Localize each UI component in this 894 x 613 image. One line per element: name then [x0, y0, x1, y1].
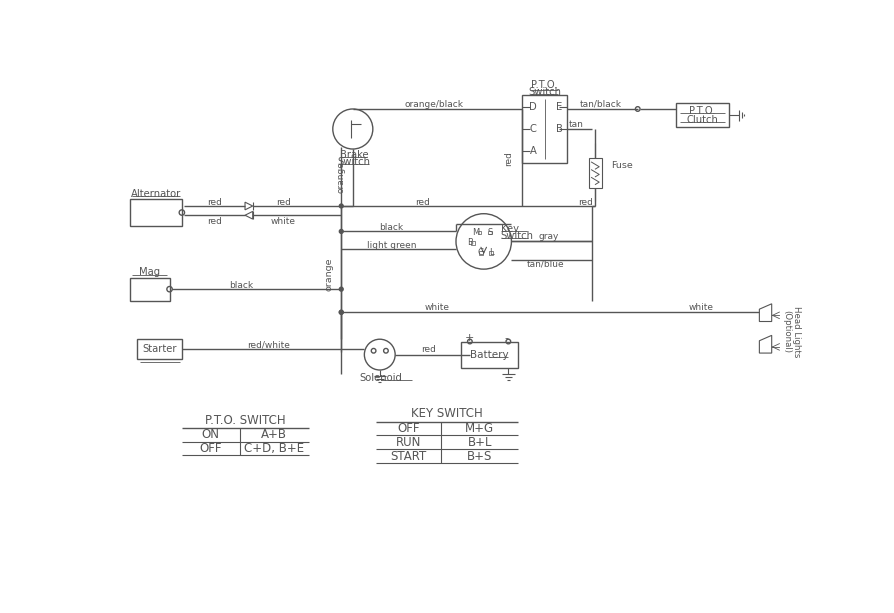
Text: OFF: OFF	[199, 442, 222, 455]
Text: -: -	[503, 333, 508, 343]
Circle shape	[339, 310, 342, 314]
Text: B: B	[467, 238, 472, 248]
Text: orange/black: orange/black	[404, 100, 463, 109]
Text: orange: orange	[325, 257, 333, 291]
Text: red: red	[420, 346, 435, 354]
Text: black: black	[379, 223, 403, 232]
Text: S: S	[486, 227, 492, 237]
Text: red: red	[414, 197, 429, 207]
Text: D: D	[528, 102, 536, 112]
Text: OFF: OFF	[397, 422, 419, 435]
Bar	[477, 230, 481, 235]
Text: P.T.O. SWITCH: P.T.O. SWITCH	[205, 414, 285, 427]
Bar	[676, 103, 728, 128]
Circle shape	[339, 287, 342, 291]
Bar	[130, 199, 181, 226]
Text: L: L	[488, 248, 493, 257]
Text: gray: gray	[538, 232, 559, 242]
Text: red: red	[207, 197, 222, 207]
Bar	[478, 251, 483, 254]
Text: white: white	[687, 303, 713, 312]
Text: B: B	[555, 124, 562, 134]
Text: Solenoid: Solenoid	[359, 373, 402, 383]
Text: red: red	[207, 217, 222, 226]
Text: ON: ON	[201, 428, 220, 441]
Text: Clutch: Clutch	[686, 115, 718, 125]
Text: P.T.O.: P.T.O.	[688, 105, 715, 115]
Circle shape	[339, 310, 342, 314]
Bar	[521, 95, 566, 163]
Text: C+D, B+E: C+D, B+E	[244, 442, 304, 455]
Text: M: M	[472, 227, 479, 237]
Text: P.T.O.: P.T.O.	[531, 80, 557, 90]
Text: Head Lights
(Optional): Head Lights (Optional)	[781, 306, 800, 357]
Text: Key: Key	[500, 224, 519, 234]
Text: Starter: Starter	[142, 345, 177, 354]
Text: tan/black: tan/black	[579, 100, 621, 109]
Bar	[130, 278, 169, 301]
Bar	[137, 339, 181, 359]
Text: red: red	[578, 197, 592, 207]
Text: M+G: M+G	[465, 422, 493, 435]
Text: E: E	[555, 102, 561, 112]
Text: Brake: Brake	[340, 150, 368, 160]
Text: KEY SWITCH: KEY SWITCH	[411, 408, 483, 421]
Text: Alternator: Alternator	[131, 189, 181, 199]
Bar	[460, 341, 517, 368]
Text: Switch: Switch	[500, 231, 533, 241]
Text: orange: orange	[336, 162, 345, 194]
Text: white: white	[271, 217, 296, 226]
Text: A+B: A+B	[261, 428, 287, 441]
Bar	[488, 251, 493, 254]
Text: red/white: red/white	[247, 340, 290, 349]
Text: Fuse: Fuse	[610, 161, 632, 170]
Circle shape	[339, 204, 342, 208]
Text: G: G	[477, 248, 484, 257]
Text: tan: tan	[568, 120, 583, 129]
Text: RUN: RUN	[395, 436, 421, 449]
Text: tan/blue: tan/blue	[526, 259, 563, 268]
Text: START: START	[390, 450, 426, 463]
Text: Battery: Battery	[469, 349, 508, 360]
Text: red: red	[503, 151, 512, 166]
Text: C: C	[529, 124, 536, 134]
Text: Switch: Switch	[337, 157, 370, 167]
Bar	[488, 230, 492, 235]
Text: light green: light green	[367, 241, 416, 249]
Text: Switch: Switch	[527, 87, 561, 97]
Text: A: A	[529, 145, 536, 156]
Bar	[588, 158, 601, 188]
Text: B+S: B+S	[467, 450, 492, 463]
Circle shape	[339, 229, 342, 234]
Text: red: red	[275, 197, 291, 207]
Text: white: white	[425, 303, 450, 312]
Text: B+L: B+L	[467, 436, 492, 449]
Text: black: black	[229, 281, 253, 290]
Text: +: +	[465, 333, 474, 343]
Bar	[471, 242, 475, 245]
Text: Mag: Mag	[139, 267, 160, 277]
